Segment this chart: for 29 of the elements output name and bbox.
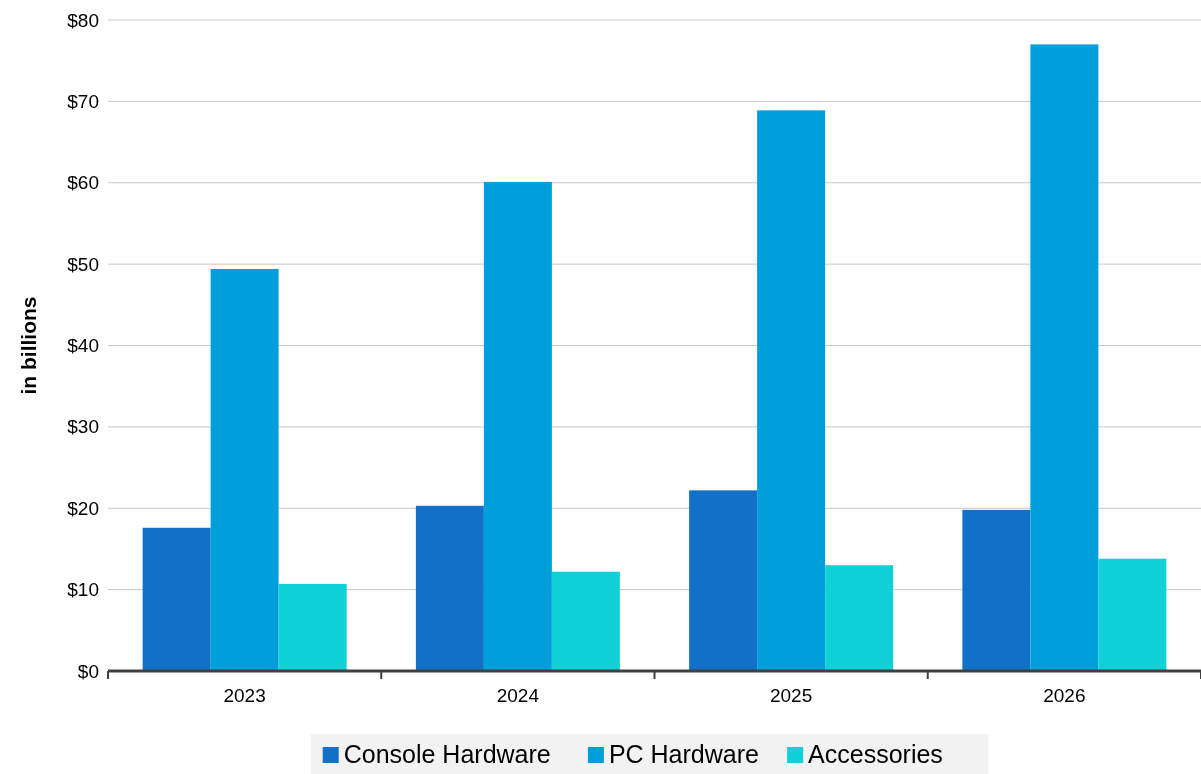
bar [483, 181, 552, 671]
bar [415, 505, 484, 671]
y-tick-label: $70 [67, 90, 99, 112]
bar [142, 527, 211, 671]
legend-label: Console Hardware [343, 740, 551, 768]
y-tick-label: $20 [67, 497, 99, 519]
y-tick-label: $0 [77, 660, 99, 682]
y-tick-label: $10 [67, 579, 99, 601]
bar [210, 269, 279, 671]
bar [689, 490, 758, 671]
bar [825, 565, 894, 671]
bar [278, 583, 347, 671]
bar [757, 110, 826, 671]
legend-label: Accessories [808, 740, 943, 768]
bar [551, 571, 620, 671]
y-tick-label: $60 [67, 172, 99, 194]
x-tick-label: 2026 [1043, 685, 1086, 706]
y-axis-title: in billions [17, 296, 40, 395]
x-tick-label: 2023 [223, 685, 266, 706]
y-tick-label: $50 [67, 253, 99, 275]
bar [962, 509, 1031, 671]
y-tick-label: $30 [67, 416, 99, 438]
y-tick-label: $40 [67, 335, 99, 357]
x-tick-label: 2024 [496, 685, 540, 706]
y-tick-label: $80 [67, 9, 99, 31]
bar [1030, 44, 1099, 671]
bar [1098, 558, 1167, 671]
x-tick-label: 2025 [769, 685, 813, 706]
legend-label: PC Hardware [608, 740, 759, 768]
